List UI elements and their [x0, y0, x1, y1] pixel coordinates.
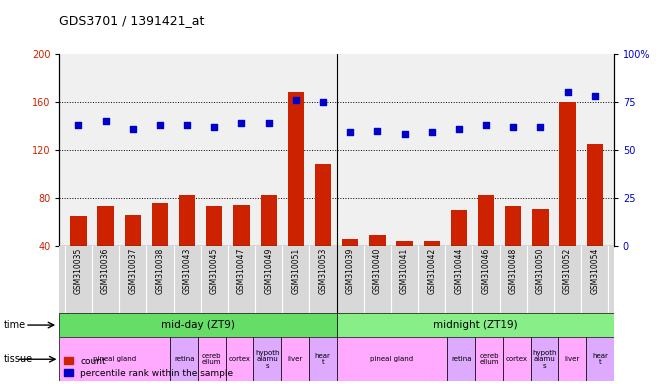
- Bar: [342, 238, 358, 294]
- Bar: [179, 195, 195, 294]
- Text: GSM310044: GSM310044: [454, 248, 463, 294]
- Bar: [70, 216, 86, 294]
- Point: [426, 129, 437, 136]
- Point: [453, 126, 464, 132]
- Text: hear
t: hear t: [592, 353, 608, 366]
- Bar: [369, 235, 385, 294]
- Text: GDS3701 / 1391421_at: GDS3701 / 1391421_at: [59, 14, 205, 27]
- Text: cereb
ellum: cereb ellum: [479, 353, 499, 366]
- Point: [589, 93, 600, 99]
- FancyBboxPatch shape: [281, 337, 309, 381]
- Text: time: time: [3, 320, 26, 330]
- Point: [73, 122, 84, 128]
- Bar: [478, 195, 494, 294]
- Text: cortex: cortex: [228, 356, 251, 362]
- Text: GSM310035: GSM310035: [74, 248, 83, 294]
- Text: tissue: tissue: [3, 354, 32, 364]
- Bar: [98, 206, 114, 294]
- Text: GSM310046: GSM310046: [482, 248, 490, 294]
- Point: [562, 89, 573, 95]
- FancyBboxPatch shape: [586, 337, 614, 381]
- Text: cereb
ellum: cereb ellum: [202, 353, 222, 366]
- Text: liver: liver: [564, 356, 580, 362]
- Text: cortex: cortex: [506, 356, 528, 362]
- Text: mid-day (ZT9): mid-day (ZT9): [161, 320, 235, 330]
- Point: [480, 122, 491, 128]
- Text: GSM310052: GSM310052: [563, 248, 572, 294]
- Bar: [587, 144, 603, 294]
- Legend: count, percentile rank within the sample: count, percentile rank within the sample: [64, 357, 233, 377]
- Point: [290, 97, 301, 103]
- FancyBboxPatch shape: [198, 337, 226, 381]
- Point: [209, 124, 220, 130]
- Point: [508, 124, 519, 130]
- Text: GSM310041: GSM310041: [400, 248, 409, 294]
- Point: [154, 122, 165, 128]
- FancyBboxPatch shape: [337, 313, 614, 337]
- Bar: [152, 203, 168, 294]
- Text: GSM310038: GSM310038: [156, 248, 164, 294]
- Bar: [234, 205, 249, 294]
- Text: GSM310039: GSM310039: [346, 248, 354, 294]
- Text: pineal gland: pineal gland: [93, 356, 137, 362]
- Text: retina: retina: [174, 356, 195, 362]
- Bar: [206, 206, 222, 294]
- Bar: [451, 210, 467, 294]
- Point: [263, 120, 274, 126]
- Bar: [397, 241, 412, 294]
- Text: pineal gland: pineal gland: [370, 356, 414, 362]
- Text: hypoth
alamu
s: hypoth alamu s: [532, 350, 557, 369]
- FancyBboxPatch shape: [59, 313, 337, 337]
- Point: [535, 124, 546, 130]
- Bar: [424, 241, 440, 294]
- FancyBboxPatch shape: [447, 337, 475, 381]
- Text: GSM310037: GSM310037: [128, 248, 137, 294]
- Point: [127, 126, 138, 132]
- Text: liver: liver: [287, 356, 303, 362]
- Point: [182, 122, 193, 128]
- Point: [317, 99, 328, 105]
- Bar: [125, 215, 141, 294]
- Text: GSM310051: GSM310051: [291, 248, 300, 294]
- Text: GSM310045: GSM310045: [210, 248, 219, 294]
- Text: midnight (ZT19): midnight (ZT19): [433, 320, 517, 330]
- Text: GSM310053: GSM310053: [319, 248, 327, 294]
- Text: GSM310043: GSM310043: [183, 248, 191, 294]
- Bar: [261, 195, 277, 294]
- FancyBboxPatch shape: [337, 337, 447, 381]
- Text: GSM310048: GSM310048: [509, 248, 517, 294]
- Text: GSM310036: GSM310036: [101, 248, 110, 294]
- Bar: [560, 102, 576, 294]
- Bar: [288, 92, 304, 294]
- Text: hear
t: hear t: [315, 353, 331, 366]
- Bar: [315, 164, 331, 294]
- FancyBboxPatch shape: [558, 337, 586, 381]
- FancyBboxPatch shape: [59, 337, 170, 381]
- FancyBboxPatch shape: [170, 337, 198, 381]
- Text: GSM310050: GSM310050: [536, 248, 545, 294]
- FancyBboxPatch shape: [475, 337, 503, 381]
- Text: GSM310040: GSM310040: [373, 248, 382, 294]
- Point: [399, 131, 410, 137]
- Point: [100, 118, 111, 124]
- Text: GSM310054: GSM310054: [590, 248, 599, 294]
- Text: GSM310042: GSM310042: [427, 248, 436, 294]
- Bar: [505, 206, 521, 294]
- Point: [236, 120, 247, 126]
- Text: GSM310049: GSM310049: [264, 248, 273, 294]
- FancyBboxPatch shape: [253, 337, 281, 381]
- Point: [372, 127, 383, 134]
- FancyBboxPatch shape: [226, 337, 253, 381]
- Point: [345, 129, 356, 136]
- Text: retina: retina: [451, 356, 472, 362]
- Text: hypoth
alamu
s: hypoth alamu s: [255, 350, 280, 369]
- Text: GSM310047: GSM310047: [237, 248, 246, 294]
- Bar: [532, 209, 548, 294]
- FancyBboxPatch shape: [309, 337, 337, 381]
- FancyBboxPatch shape: [531, 337, 558, 381]
- FancyBboxPatch shape: [503, 337, 531, 381]
